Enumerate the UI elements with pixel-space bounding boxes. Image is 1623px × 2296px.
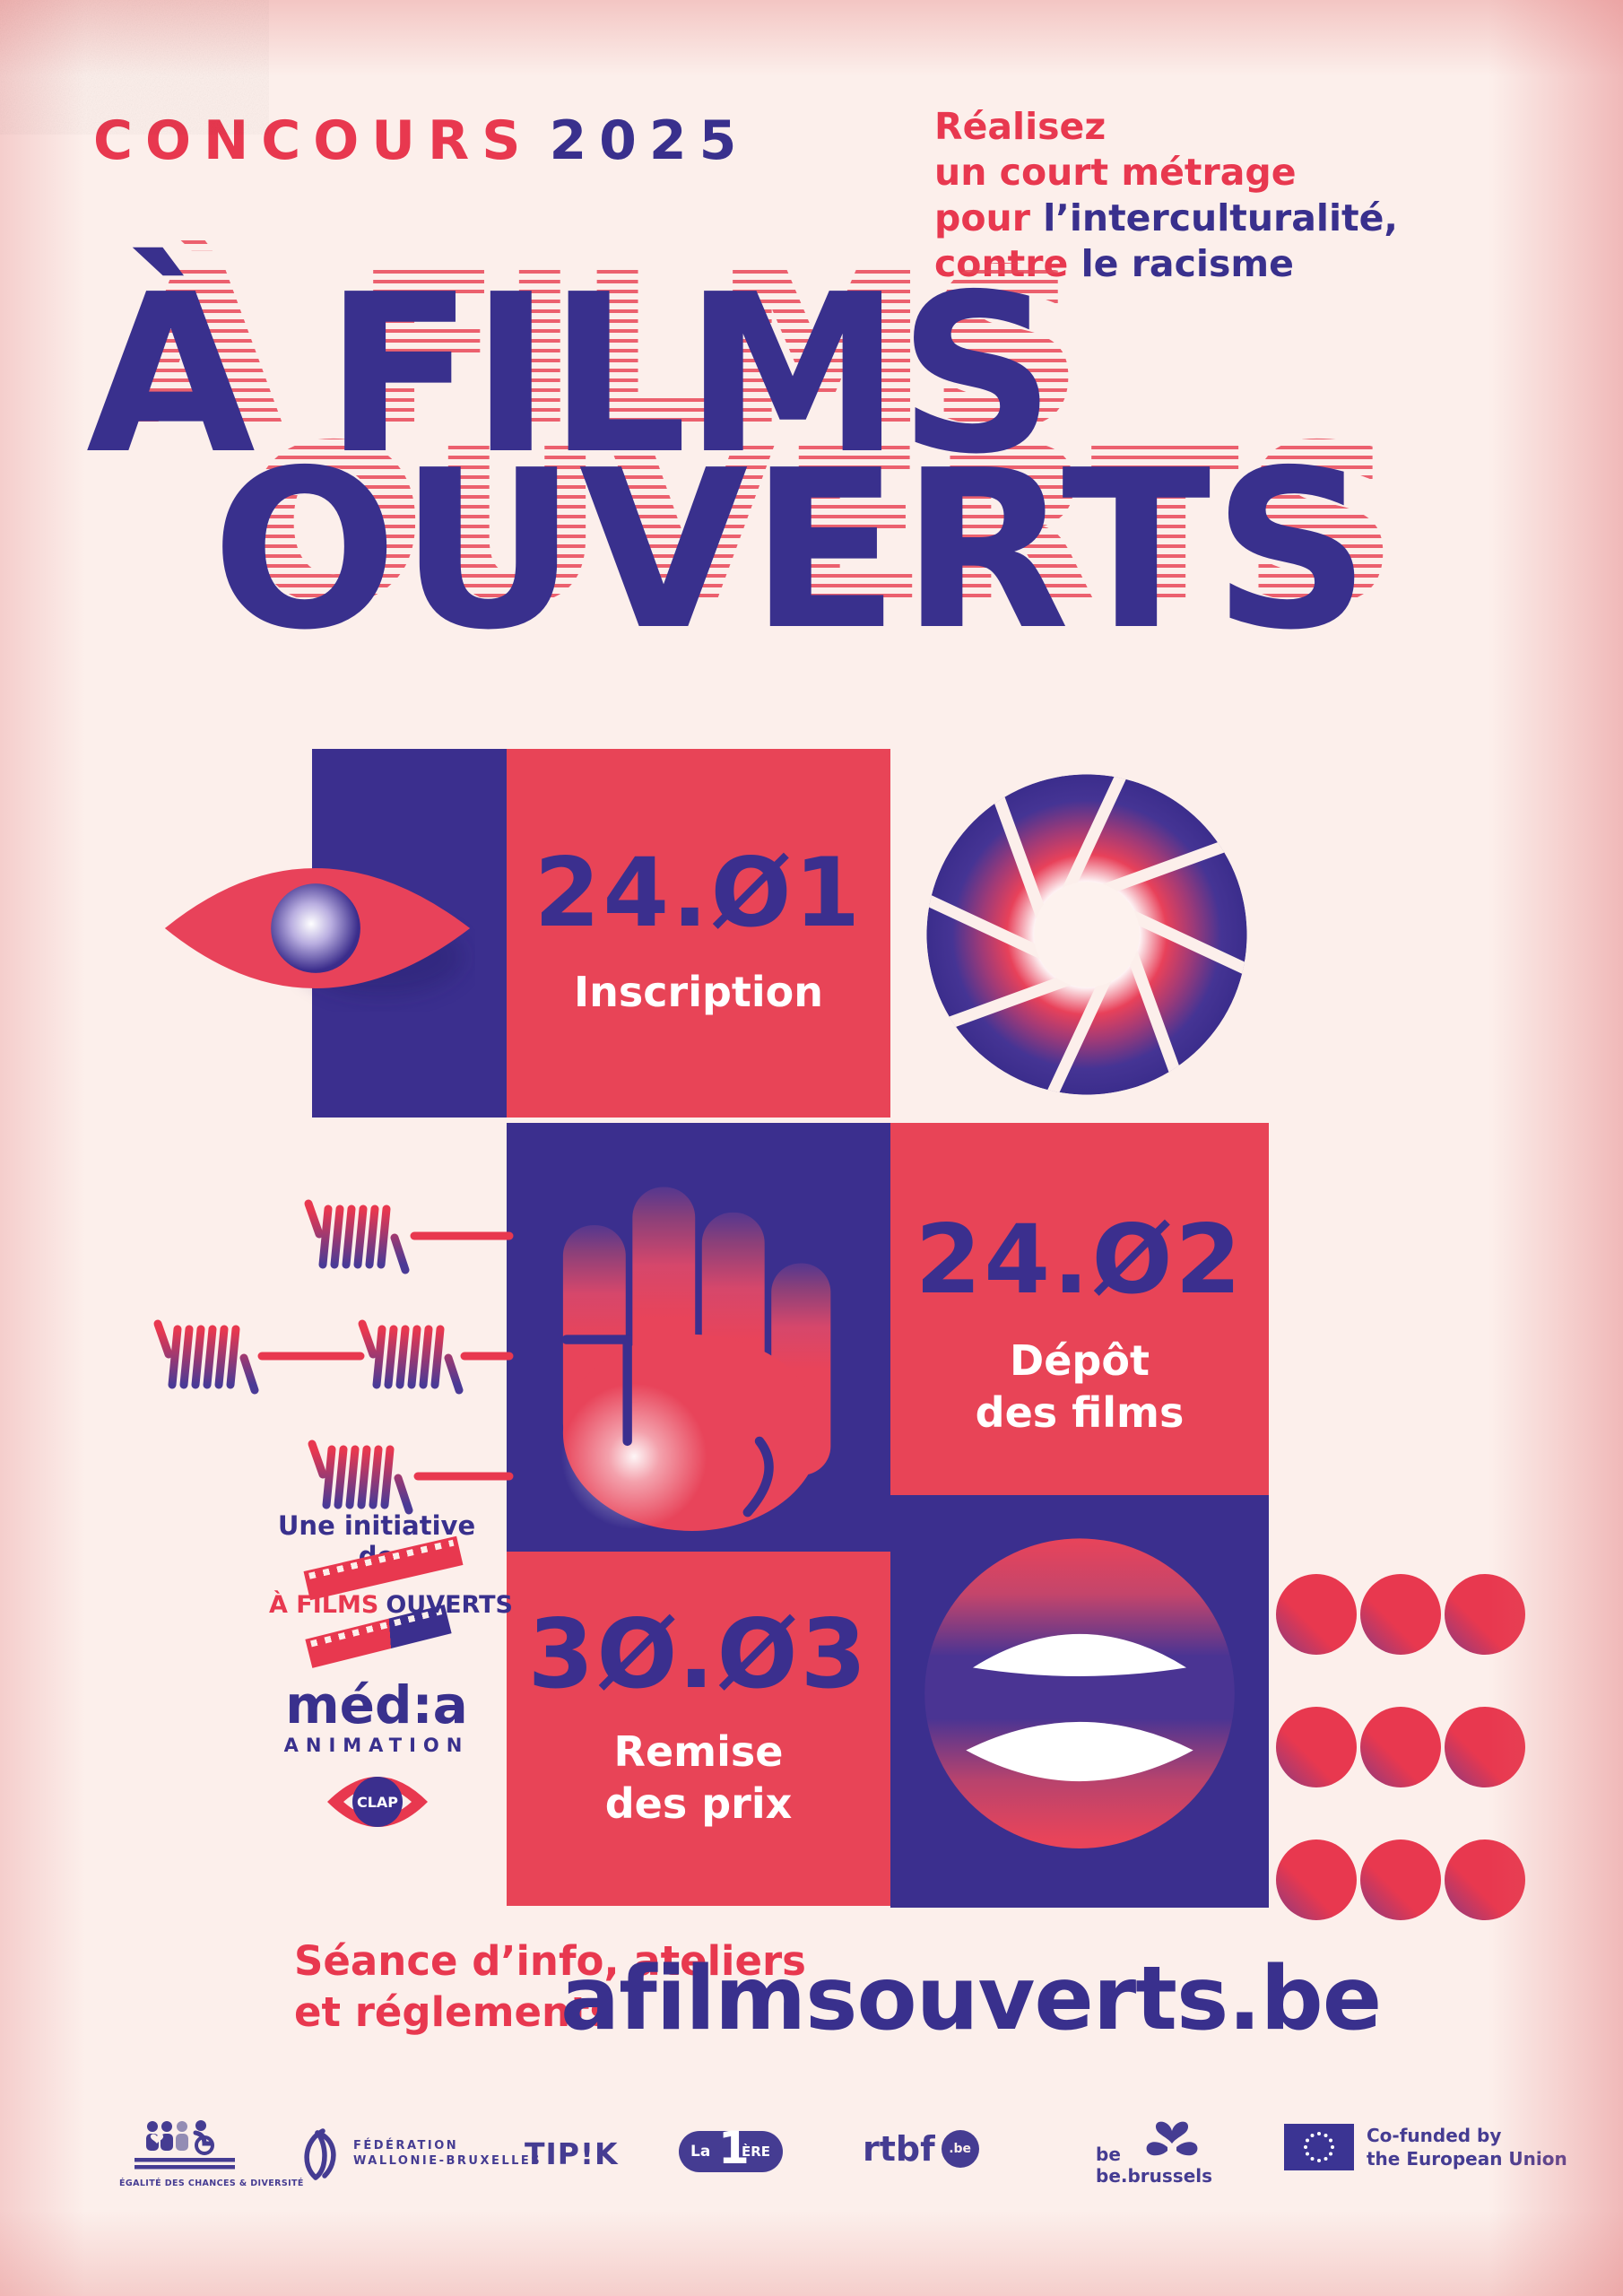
title-line1-ghost: À FILMS (115, 222, 1084, 477)
eu-cofunded-logo: Co-funded by the European Union (1284, 2124, 1567, 2170)
fwb-mark-icon (304, 2128, 336, 2180)
milestone-date-1: 24.Ø1 (534, 838, 864, 948)
brussels-iris-icon (1146, 2121, 1198, 2156)
rtbf-logo: rtbf .be (863, 2129, 979, 2169)
barbed-wire-graphic (135, 1193, 514, 1516)
eu-flag-icon (1284, 2124, 1354, 2170)
a-films-ouverts-logo: À FILMS OUVERTS (269, 1535, 513, 1674)
egalite-des-chances-logo: ÉGALITÉ DES CHANCES & DIVERSITÉ (119, 2118, 304, 2188)
contest-year: 2025 (549, 109, 750, 172)
website-url: afilmsouverts.be (560, 1948, 1382, 2050)
poster-title-line2: OUVERTS (212, 423, 1373, 678)
tagline-line-4: contre le racisme (934, 242, 1294, 285)
milestone-tile-remise: 3Ø.Ø3 Remise des prix (507, 1552, 890, 1906)
svg-text:CLAP: CLAP (357, 1794, 398, 1811)
tagline-line-2: un court métrage (934, 151, 1297, 194)
egalite-pictogram-icon (135, 2120, 235, 2170)
title-line2-ghost: OUVERTS (240, 398, 1402, 653)
contest-label: CONCOURS (93, 109, 534, 172)
aperture-icon (926, 774, 1247, 1095)
milestone-label-2: Dépôt des films (975, 1336, 1185, 1437)
milestone-tile-inscription: 24.Ø1 Inscription (507, 749, 890, 1118)
clap-logo: CLAP (327, 1777, 428, 1827)
tagline: Réalisez un court métrage pour l’intercu… (934, 104, 1398, 287)
afo-logo-text: À FILMS OUVERTS (269, 1591, 513, 1619)
eye-icon (164, 868, 471, 996)
federation-wallonie-bruxelles-logo: FÉDÉRATION WALLONIE-BRUXELLES (296, 2126, 542, 2181)
egalite-caption: ÉGALITÉ DES CHANCES & DIVERSITÉ (119, 2179, 304, 2188)
rtbf-be-badge: .be (941, 2130, 979, 2168)
tagline-line-1: Réalisez (934, 105, 1107, 148)
info-sessions-text: Séance d’info, ateliers et réglements (294, 1937, 806, 2036)
dots-grid-graphic (1276, 1574, 1525, 1920)
milestone-date-3: 3Ø.Ø3 (527, 1599, 870, 1709)
la-premiere-logo: La 1 ÈRE (679, 2122, 783, 2174)
contest-heading: CONCOURS 2025 (93, 109, 749, 172)
milestone-date-2: 24.Ø2 (915, 1205, 1245, 1315)
tipik-logo: TIP!K (525, 2136, 619, 2171)
partner-logos-bar: ÉGALITÉ DES CHANCES & DIVERSITÉ FÉDÉRATI… (0, 2099, 1623, 2224)
milestone-label-1: Inscription (574, 968, 823, 1016)
poster-title-line1: À FILMS (86, 248, 1055, 502)
tagline-line-3: pour l’interculturalité, (934, 196, 1399, 239)
lips-icon (924, 1538, 1235, 1848)
raised-fist-icon (561, 1187, 831, 1531)
media-animation-logo: méd:a ANIMATION (283, 1674, 470, 1756)
milestone-label-3: Remise des prix (604, 1727, 793, 1828)
milestone-tile-depot: 24.Ø2 Dépôt des films (890, 1123, 1269, 1495)
